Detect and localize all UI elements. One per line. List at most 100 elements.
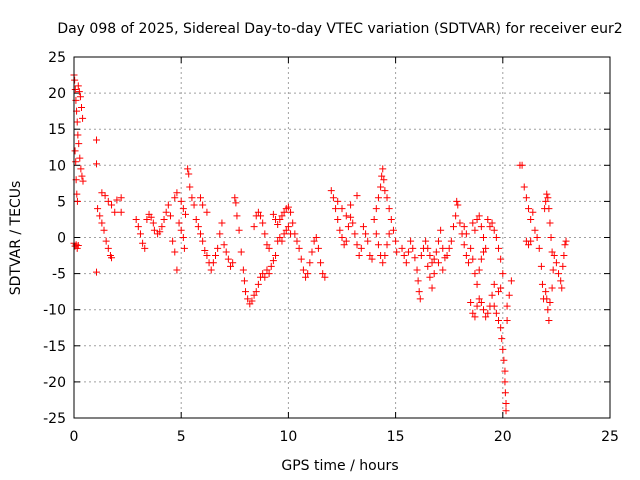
data-point <box>212 252 220 260</box>
y-tick-label: -10 <box>43 303 66 319</box>
data-point <box>276 215 284 223</box>
data-point <box>518 161 526 169</box>
data-point <box>327 187 335 195</box>
data-point <box>385 230 393 238</box>
data-point <box>480 234 488 241</box>
data-point <box>338 205 346 213</box>
data-point <box>490 226 498 234</box>
data-point <box>503 317 511 325</box>
data-point <box>434 259 442 267</box>
data-point <box>284 223 292 231</box>
data-point <box>207 266 215 274</box>
data-point <box>73 244 81 252</box>
data-point <box>424 244 432 252</box>
data-point <box>180 244 188 252</box>
data-point <box>196 194 204 202</box>
data-point <box>473 302 481 310</box>
data-point <box>379 165 387 173</box>
data-point <box>562 237 570 245</box>
y-tick-label: 20 <box>48 86 66 102</box>
data-point <box>156 228 164 236</box>
data-point <box>387 215 395 223</box>
data-point <box>357 244 365 252</box>
data-point <box>505 291 513 299</box>
data-point <box>522 194 530 202</box>
data-point <box>274 221 282 229</box>
data-point <box>173 266 181 274</box>
data-point <box>407 237 415 245</box>
data-point <box>199 201 207 209</box>
data-point <box>434 237 442 245</box>
plot-frame <box>73 56 611 419</box>
data-point <box>456 219 464 227</box>
data-point <box>141 244 149 252</box>
data-point <box>186 183 194 191</box>
data-point <box>317 259 325 267</box>
data-point <box>413 266 421 274</box>
x-tick-label: 5 <box>177 429 186 445</box>
data-point <box>359 223 367 231</box>
data-point <box>237 248 245 256</box>
data-point <box>74 241 82 249</box>
data-point <box>185 170 193 178</box>
data-point <box>240 277 248 285</box>
data-point <box>329 194 337 202</box>
data-point <box>546 298 554 306</box>
data-point <box>502 400 510 408</box>
data-point <box>473 215 481 223</box>
data-point <box>477 298 485 306</box>
data-point <box>347 213 355 221</box>
y-tick-label: 15 <box>48 122 66 138</box>
x-tick-label: 0 <box>70 429 79 445</box>
data-point <box>278 237 286 245</box>
data-point <box>295 244 303 252</box>
data-point <box>469 255 477 263</box>
data-point <box>525 205 533 213</box>
data-point <box>342 237 350 245</box>
data-point <box>342 212 350 220</box>
x-axis-label: GPS time / hours <box>281 458 398 474</box>
data-point <box>218 219 226 227</box>
data-point <box>143 215 151 223</box>
data-point <box>164 201 172 209</box>
data-point <box>113 196 121 204</box>
data-point <box>417 252 425 260</box>
data-point <box>366 252 374 260</box>
data-point <box>464 259 472 267</box>
y-tick-label: 10 <box>48 158 66 174</box>
data-point <box>104 244 112 252</box>
data-point <box>347 201 355 209</box>
data-point <box>276 234 284 241</box>
data-point <box>173 189 181 197</box>
data-point <box>467 244 475 252</box>
data-point <box>449 223 457 231</box>
x-tick-label: 10 <box>279 429 297 445</box>
data-point <box>132 215 140 223</box>
data-point <box>507 277 515 285</box>
data-point <box>542 197 550 205</box>
data-point <box>469 309 477 317</box>
data-point <box>73 197 81 205</box>
data-point <box>372 205 380 213</box>
data-point <box>117 194 125 202</box>
y-tick-label: -25 <box>43 411 66 427</box>
data-point <box>374 241 382 249</box>
data-point <box>136 230 144 238</box>
data-point <box>533 234 541 241</box>
data-point <box>545 205 553 213</box>
data-point <box>192 215 200 223</box>
data-point <box>108 201 116 209</box>
data-point <box>383 194 391 202</box>
data-point <box>79 114 87 122</box>
data-point <box>453 197 461 205</box>
data-point <box>150 226 158 234</box>
data-point <box>278 212 286 220</box>
data-point <box>203 208 211 216</box>
data-point <box>289 219 297 227</box>
data-point <box>370 215 378 223</box>
data-point <box>490 280 498 288</box>
data-point <box>287 230 295 238</box>
data-point <box>310 237 318 245</box>
data-point <box>402 259 410 267</box>
data-point <box>261 230 269 238</box>
